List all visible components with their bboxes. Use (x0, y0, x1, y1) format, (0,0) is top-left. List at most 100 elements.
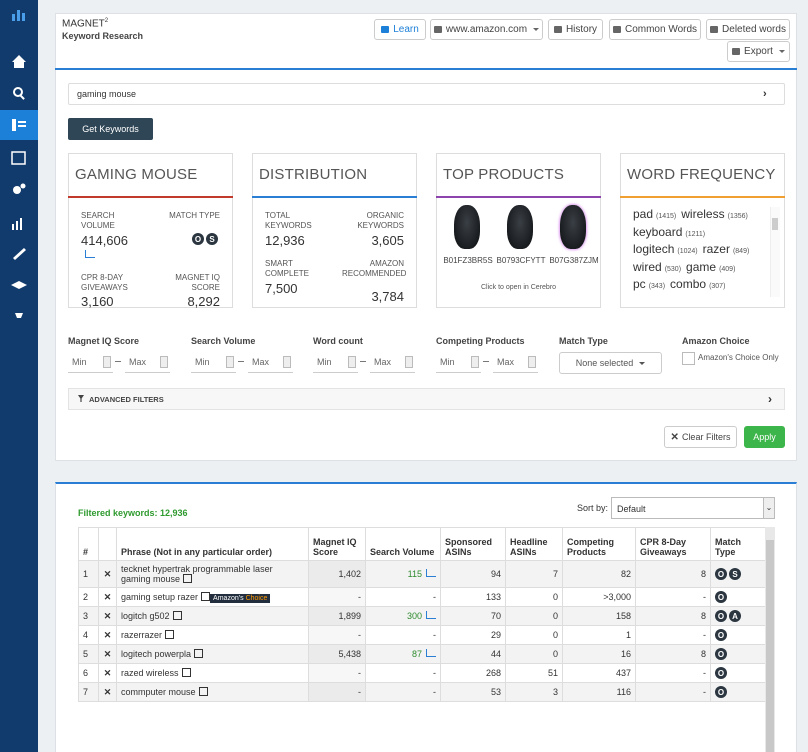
advanced-filters-bar[interactable]: ADVANCED FILTERS (68, 388, 785, 410)
button-label: Learn (393, 24, 419, 35)
get-keywords-button[interactable]: Get Keywords (68, 118, 153, 140)
phrase[interactable]: logitech powerpla (121, 649, 192, 659)
column-header[interactable]: Magnet IQ Score (308, 527, 366, 561)
stat-value: 3,784 (371, 289, 404, 304)
competing-products: >3,000 (562, 587, 636, 607)
phrase[interactable]: commputer mouse (121, 687, 196, 697)
amazons-choice-badge: Amazon's Choice (210, 594, 271, 603)
row-number: 3 (78, 606, 99, 626)
button-label: Apply (753, 432, 776, 442)
cpr-giveaways: 8 (635, 644, 711, 664)
range-dash (360, 361, 366, 362)
word-line: pc (343) combo (307) (633, 277, 773, 293)
sponsored-asins: 94 (440, 560, 506, 588)
filter-max[interactable]: Max (493, 352, 538, 373)
match-badge: O (715, 568, 727, 580)
result-row: 3 ✕ logitch g502 1,899 300 70 0 158 8 O A (78, 606, 765, 626)
expand-arrow[interactable]: › (768, 392, 772, 406)
phrase[interactable]: logitch g502 (121, 611, 170, 621)
product-asin[interactable]: B01FZ3BR5S (443, 256, 493, 265)
column-header[interactable]: Sponsored ASINs (440, 527, 506, 561)
header-button[interactable]: Learn (374, 19, 426, 40)
select-arrow: ⌄ (763, 498, 774, 518)
match-type-select[interactable]: None selected (559, 352, 662, 374)
filter-max[interactable]: Max (370, 352, 415, 373)
select-value: Default (617, 504, 646, 514)
panel-divider (55, 68, 797, 70)
product-asin[interactable]: B07G387ZJM (549, 256, 599, 265)
apply-button[interactable]: Apply (744, 426, 785, 448)
filter-min[interactable]: Min (68, 352, 113, 373)
button-icon (381, 26, 390, 33)
delete-row[interactable]: ✕ (98, 587, 117, 607)
product-note: Click to open in Cerebro (480, 284, 557, 291)
sort-label: Sort by: (577, 503, 609, 513)
phrase[interactable]: gaming setup razer (121, 592, 199, 602)
button-label: Clear Filters (681, 432, 731, 442)
column-header[interactable]: Phrase (Not in any particular order) (116, 527, 309, 561)
button-label: www.amazon.com (445, 24, 528, 35)
phrase[interactable]: razerrazer (121, 630, 163, 640)
card-title: GAMING MOUSE (75, 166, 198, 183)
row-number: 5 (78, 644, 99, 664)
column-header[interactable]: Search Volume (365, 527, 441, 561)
product-asin[interactable]: B0793CFYTT (496, 256, 546, 265)
delete-row[interactable]: ✕ (98, 644, 117, 664)
search-input[interactable]: gaming mouse (68, 83, 785, 105)
summary-card (620, 153, 785, 308)
match-type: O (710, 644, 765, 664)
header-button[interactable]: www.amazon.com (430, 19, 543, 40)
headline-asins: 0 (505, 606, 563, 626)
filter-min[interactable]: Min (436, 352, 481, 373)
checkbox[interactable] (682, 352, 695, 365)
phrase[interactable]: tecknet hypertrak programmable laser gam… (121, 564, 273, 584)
phrase-cell: logitech powerpla (116, 644, 309, 664)
row-number: 6 (78, 663, 99, 683)
search-volume: - (365, 663, 441, 683)
card-title: WORD FREQUENCY (627, 166, 776, 183)
cpr-giveaways: - (635, 587, 711, 607)
card-underline (436, 196, 601, 198)
word-count: (849) (732, 248, 750, 255)
button-icon (433, 26, 442, 33)
phrase[interactable]: razed wireless (121, 668, 179, 678)
card-underline (252, 196, 417, 198)
header-button[interactable]: Common Words (609, 19, 701, 40)
column-header[interactable]: Competing Products (562, 527, 636, 561)
search-volume: 87 (365, 644, 441, 664)
spinner (405, 356, 413, 368)
header-button[interactable]: Deleted words (706, 19, 790, 40)
search-go[interactable]: › (763, 88, 767, 100)
column-header[interactable]: CPR 8-Day Giveaways (635, 527, 711, 561)
column-header[interactable]: Headline ASINs (505, 527, 563, 561)
delete-row[interactable]: ✕ (98, 682, 117, 702)
filter-min[interactable]: Min (313, 352, 358, 373)
delete-row[interactable]: ✕ (98, 560, 117, 588)
header-button[interactable]: History (548, 19, 603, 40)
sponsored-asins: 29 (440, 625, 506, 645)
external-link-icon (198, 687, 208, 696)
stat-value: 3,160 (81, 294, 114, 309)
sort-select[interactable]: Default (611, 497, 775, 519)
filter-min[interactable]: Min (191, 352, 236, 373)
clear-filters-button[interactable]: ✕ Clear Filters (664, 426, 737, 448)
search-volume: 300 (365, 606, 441, 626)
header-button[interactable]: Export (727, 41, 790, 62)
delete-row[interactable]: ✕ (98, 663, 117, 683)
match-badge: O (715, 648, 727, 660)
sidebar (0, 0, 38, 752)
filter-max[interactable]: Max (125, 352, 170, 373)
word-count: (1024) (677, 248, 698, 255)
delete-row[interactable]: ✕ (98, 625, 117, 645)
word-count: (530) (664, 265, 682, 273)
filter-max[interactable]: Max (248, 352, 293, 373)
button-label: Deleted words (722, 24, 786, 35)
table-scroll-thumb (766, 540, 774, 752)
word: combo (670, 277, 707, 291)
phrase-cell: razed wireless (116, 663, 309, 683)
column-header[interactable]: Match Type (710, 527, 765, 561)
external-link-icon (201, 592, 211, 601)
delete-row[interactable]: ✕ (98, 606, 117, 626)
app-subtitle: Keyword Research (62, 31, 144, 41)
